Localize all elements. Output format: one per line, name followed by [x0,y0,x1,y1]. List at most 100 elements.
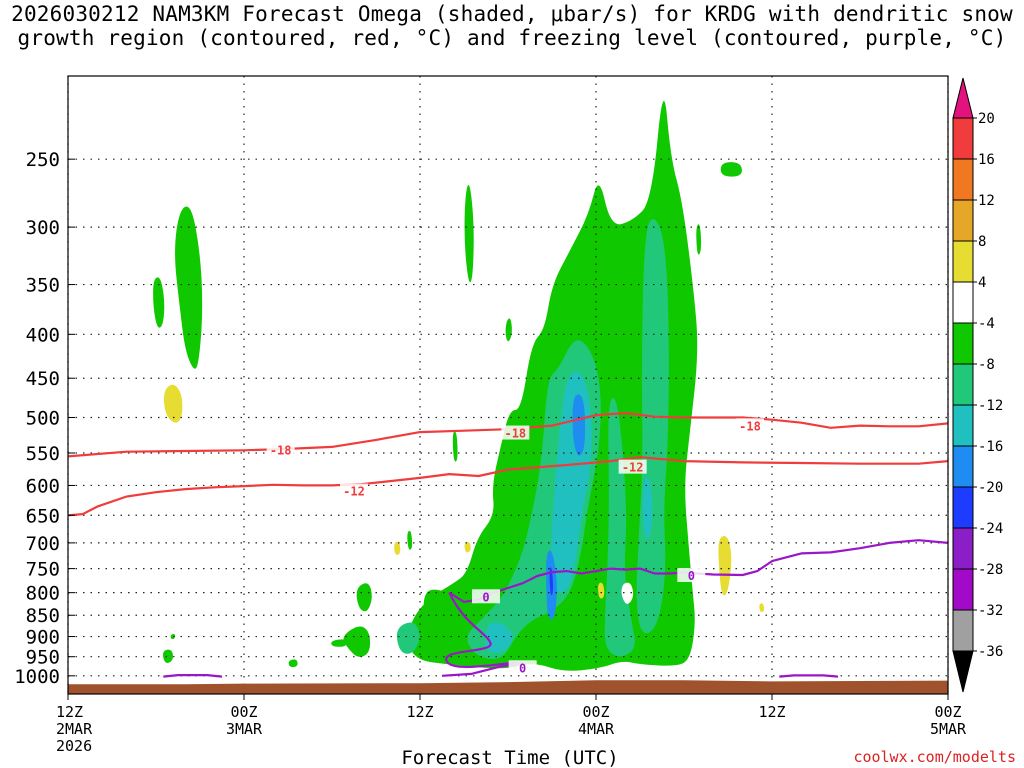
x-tick-label-2-0: 12Z [406,703,433,721]
pressure-axis: 2503003504004505005506006507007508008509… [14,149,75,688]
omega-core-20a [572,394,586,456]
y-tick-label-450: 450 [26,368,60,390]
omega-low-cell-6 [162,649,173,663]
omega-low-cell-3 [343,626,371,657]
contour-label-bg-6 [508,660,537,675]
contour-label-bg-5 [472,589,500,604]
contour-label-4: -12 [622,461,644,475]
colorbar-label-9: -20 [978,480,1003,496]
colorbar-label-3: 8 [978,234,986,250]
colorbar-bin-7 [952,404,974,447]
colorbar-label-13: -36 [978,644,1003,660]
title-line-1: 2026030212 NAM3KM Forecast Omega (shaded… [11,2,1013,26]
colorbar-bin-3 [952,240,974,283]
omega-cell-350 [153,277,165,328]
omega-cell-upper-left [175,206,203,369]
colorbar-bin-0 [952,117,974,160]
omega-yellow-speck-3 [759,603,765,613]
colorbar-bin-5 [952,322,974,365]
x-tick-label-1-1: 3MAR [226,720,263,738]
omega-core-16-low [485,622,513,653]
colorbar-bin-8 [952,445,974,488]
y-tick-label-350: 350 [26,275,60,297]
contour-label-bg-3 [340,483,368,498]
contour-line-4 [163,674,223,678]
y-tick-label-650: 650 [26,505,60,527]
colorbar-bin-1 [952,158,974,201]
x-tick-label-0-0: 12Z [56,703,83,721]
contour-label-2: -18 [739,419,761,433]
omega-shading [153,101,765,671]
chart-title: 2026030212 NAM3KM Forecast Omega (shaded… [0,2,1024,50]
y-tick-label-250: 250 [26,149,60,171]
omega-cell-270 [464,184,474,283]
y-tick-label-850: 850 [26,605,60,627]
colorbar-label-7: -12 [978,398,1003,414]
x-tick-label-0-1: 2MAR [56,720,93,738]
x-tick-label-5-1: 5MAR [930,720,967,738]
terrain-bar [68,680,948,694]
colorbar-bin-9 [952,486,974,529]
omega-sliver-390 [505,318,512,342]
omega-hole [621,582,634,604]
colorbar-label-8: -16 [978,439,1003,455]
contour-line-5 [779,674,839,678]
y-tick-label-400: 400 [26,324,60,346]
y-tick-label-600: 600 [26,475,60,497]
colorbar-label-5: -4 [978,316,995,332]
y-tick-label-900: 900 [26,627,60,649]
contour-label-0: -18 [270,443,292,457]
plot-frame [67,75,949,695]
omega-positive-cell [163,384,183,423]
colorbar-label-0: 20 [978,111,995,127]
omega-low-cell-4 [331,639,347,647]
y-tick-label-1000: 1000 [14,666,60,688]
colorbar-bottom-triangle [952,650,974,693]
omega-core-24 [549,567,553,596]
y-tick-label-500: 500 [26,407,60,429]
omega-yellow-speck-2 [464,541,471,553]
contour-label-bg-1 [501,425,530,440]
omega-sliver-520 [452,431,458,462]
y-tick-label-800: 800 [26,583,60,605]
contour-label-1: -18 [504,427,526,441]
x-tick-label-3-0: 00Z [582,703,609,721]
colorbar-label-10: -24 [978,521,1003,537]
omega-low-cell-7 [170,634,176,640]
colorbar-label-4: 4 [978,275,986,291]
colorbar-bin-2 [952,199,974,242]
colorbar-top-triangle [952,77,974,119]
source-credit: coolwx.com/modelts [853,748,1016,766]
colorbar-bin-6 [952,363,974,406]
omega-core-16-right [642,477,653,540]
contour-label-bg-0 [266,442,295,457]
freezing-loop [445,592,517,669]
colorbar-label-11: -28 [978,562,1003,578]
x-axis-label: Forecast Time (UTC) [401,747,618,768]
x-tick-label-1-0: 00Z [230,703,257,721]
omega-yellow-right [718,536,732,596]
contour-line-1 [68,456,948,517]
omega-low-cell-5 [396,622,420,654]
omega-cell-250 [720,162,742,177]
colorbar-bin-12 [952,609,974,652]
contour-label-bg-4 [618,459,647,474]
colorbar-label-6: -8 [978,357,995,373]
x-tick-label-0-2: 2026 [56,737,92,755]
omega-yellow-speck-4 [598,582,605,599]
terrain-area [68,680,948,694]
colorbar-label-2: 12 [978,193,995,209]
x-tick-label-4-0: 12Z [758,703,785,721]
omega-sliver-690 [407,530,413,550]
x-tick-label-3-1: 4MAR [578,720,615,738]
x-tick-label-5-0: 00Z [934,703,961,721]
contour-label-5: 0 [482,590,489,604]
y-tick-label-700: 700 [26,533,60,555]
y-tick-label-550: 550 [26,443,60,465]
y-tick-label-950: 950 [26,647,60,669]
colorbar-bin-4 [952,281,974,324]
contour-label-bg-2 [736,418,764,433]
y-tick-label-750: 750 [26,559,60,581]
omega-colorbar: 20 16 12 8 4 -4 -8 -12 -16 -20 -24 -28 -32 -36 [952,77,1003,693]
